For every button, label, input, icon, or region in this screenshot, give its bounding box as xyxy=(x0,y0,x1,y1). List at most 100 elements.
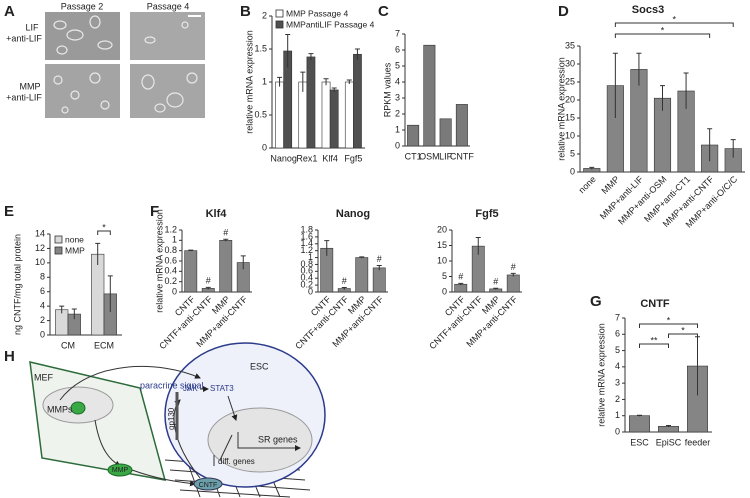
bar xyxy=(275,81,284,149)
y-tick-label: 10 xyxy=(437,255,447,265)
x-tick-label: Fgf5 xyxy=(344,153,362,163)
y-tick-label: 0 xyxy=(615,426,620,436)
error-bar xyxy=(331,87,337,92)
y-tick-label: 7 xyxy=(615,312,620,322)
error-bar xyxy=(707,128,713,162)
y-tick-label: 4 xyxy=(615,361,620,371)
error-bar xyxy=(324,240,330,256)
error-bar xyxy=(359,256,365,259)
gp130-label: gp130 xyxy=(167,407,176,430)
bar xyxy=(423,44,436,147)
bar xyxy=(355,257,369,293)
error-bar xyxy=(95,242,101,266)
bar xyxy=(91,253,105,336)
y-tick-label: 15 xyxy=(565,112,575,122)
legend-swatch xyxy=(275,20,284,29)
panel-h: H MEF MMPs ESC paracrine signal MMP CNTF… xyxy=(4,342,326,498)
panel-a: A Passage 2 Passage 4 LIF +anti-LIF MMP … xyxy=(4,1,205,118)
y-tick-label: 0 xyxy=(262,142,267,152)
marker: # xyxy=(493,277,498,287)
y-tick-label: 8 xyxy=(40,272,45,282)
error-bar xyxy=(240,255,246,270)
error-bar xyxy=(188,249,194,252)
panel-label: G xyxy=(590,293,602,310)
y-tick-label: 15 xyxy=(437,240,447,250)
y-tick-label: 1 xyxy=(395,124,400,134)
error-bar xyxy=(346,79,352,84)
x-tick-label: none xyxy=(577,174,598,195)
error-bar xyxy=(277,76,283,87)
stat3-label: STAT3 xyxy=(210,384,234,393)
y-tick-label: 0.2 xyxy=(164,276,177,286)
y-tick-label: 1.2 xyxy=(300,245,313,255)
chart-title: Klf4 xyxy=(206,208,228,220)
y-tick-label: 0.2 xyxy=(300,279,313,289)
error-bar xyxy=(637,414,642,417)
y-tick-label: 0 xyxy=(308,286,313,296)
y-tick-label: 1.4 xyxy=(300,238,313,248)
y-tick-label: 0.8 xyxy=(164,245,177,255)
error-bar xyxy=(636,52,642,86)
significance-bracket xyxy=(97,230,111,235)
legend-swatch xyxy=(275,9,284,18)
mmps-label: MMPs xyxy=(47,404,73,414)
marker: # xyxy=(377,254,382,264)
y-tick-label: 2 xyxy=(615,394,620,404)
y-tick-label: 5 xyxy=(615,345,620,355)
y-tick-label: 0 xyxy=(40,329,45,339)
sr-label: SR genes xyxy=(258,434,298,444)
y-tick-label: 0.6 xyxy=(300,266,313,276)
error-bar xyxy=(660,85,665,111)
x-tick-label: feeder xyxy=(685,437,711,447)
y-tick-label: 20 xyxy=(565,94,575,104)
significance-label: ** xyxy=(650,335,658,345)
x-tick-label: Klf4 xyxy=(322,153,338,163)
y-tick-label: 12 xyxy=(35,243,45,253)
x-tick-label: Nanog xyxy=(270,153,297,163)
inhibition xyxy=(219,434,233,461)
y-tick-label: 5 xyxy=(442,271,447,281)
esc-nucleus xyxy=(207,407,313,473)
significance-label: * xyxy=(681,325,685,335)
error-bar xyxy=(107,275,113,312)
y-tick-label: 4 xyxy=(395,76,400,86)
legend-swatch xyxy=(54,235,63,244)
mmp-vesicle xyxy=(70,401,86,415)
chart-title: Socs3 xyxy=(632,4,664,16)
y-axis-label: relative mRNA expression xyxy=(154,209,164,313)
bar xyxy=(344,81,354,149)
y-tick-label: 0.8 xyxy=(300,259,313,269)
significance-label: * xyxy=(661,25,665,35)
bar xyxy=(506,274,520,293)
bar xyxy=(219,240,233,293)
bar xyxy=(321,81,331,149)
chart-title: CNTF xyxy=(640,298,670,310)
error-bar xyxy=(354,48,360,60)
column-label: Passage 4 xyxy=(147,1,190,11)
error-bar xyxy=(683,72,689,109)
error-bar xyxy=(458,282,464,286)
bar xyxy=(329,89,339,149)
error-bar xyxy=(612,52,618,118)
y-tick-label: 3 xyxy=(395,92,400,102)
error-bar xyxy=(323,78,329,86)
error-bar xyxy=(59,305,65,314)
y-tick-label: 6 xyxy=(395,44,400,54)
error-bar xyxy=(666,424,671,428)
row-label: +anti-LIF xyxy=(6,33,42,43)
jak-label: JAK xyxy=(183,384,198,393)
bar xyxy=(372,267,386,293)
marker: # xyxy=(511,262,516,272)
error-bar xyxy=(300,71,306,92)
micrograph xyxy=(45,64,120,118)
y-tick-label: 1 xyxy=(308,252,313,262)
significance-bracket xyxy=(639,323,698,328)
y-tick-label: 1 xyxy=(262,76,267,86)
error-bar xyxy=(475,236,481,255)
panel-label: E xyxy=(4,203,14,220)
y-axis-label: relative mRNA expression xyxy=(244,30,254,134)
error-bar xyxy=(341,287,347,290)
arrow xyxy=(237,432,301,451)
bar xyxy=(455,104,468,147)
y-tick-label: 1.2 xyxy=(164,224,177,234)
